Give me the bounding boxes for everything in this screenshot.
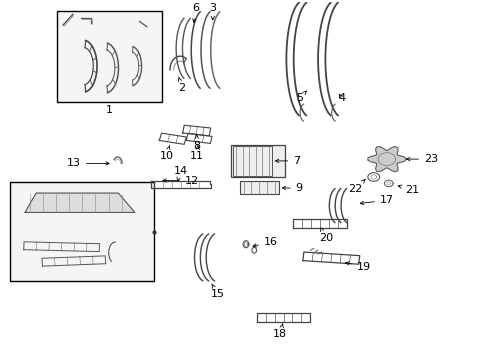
Text: 15: 15 (210, 284, 224, 299)
Polygon shape (25, 193, 135, 212)
Text: 13: 13 (67, 158, 109, 168)
Bar (230, 145, 285, 177)
Text: 2: 2 (178, 77, 185, 93)
Text: 1: 1 (106, 105, 113, 115)
Bar (57, 11, 161, 102)
Text: 6: 6 (192, 3, 199, 22)
Bar (239, 181, 278, 194)
Bar (10, 183, 154, 281)
Text: 21: 21 (397, 185, 419, 194)
Text: 4: 4 (338, 93, 345, 103)
Text: 22: 22 (348, 179, 365, 194)
Text: 19: 19 (345, 262, 370, 272)
Text: 12: 12 (163, 176, 199, 185)
Text: 7: 7 (275, 156, 300, 166)
Text: 8: 8 (193, 135, 200, 150)
Text: 10: 10 (159, 146, 173, 161)
Text: 20: 20 (319, 228, 333, 243)
Text: 3: 3 (209, 3, 216, 19)
Text: 14: 14 (174, 166, 188, 181)
Text: 9: 9 (282, 184, 302, 193)
Bar (232, 146, 271, 176)
Text: 17: 17 (360, 195, 393, 205)
Polygon shape (367, 147, 406, 172)
Text: 5: 5 (296, 91, 305, 103)
Text: 16: 16 (252, 237, 278, 247)
Text: 18: 18 (272, 323, 286, 339)
Text: 11: 11 (190, 145, 204, 161)
Text: 23: 23 (406, 154, 437, 164)
